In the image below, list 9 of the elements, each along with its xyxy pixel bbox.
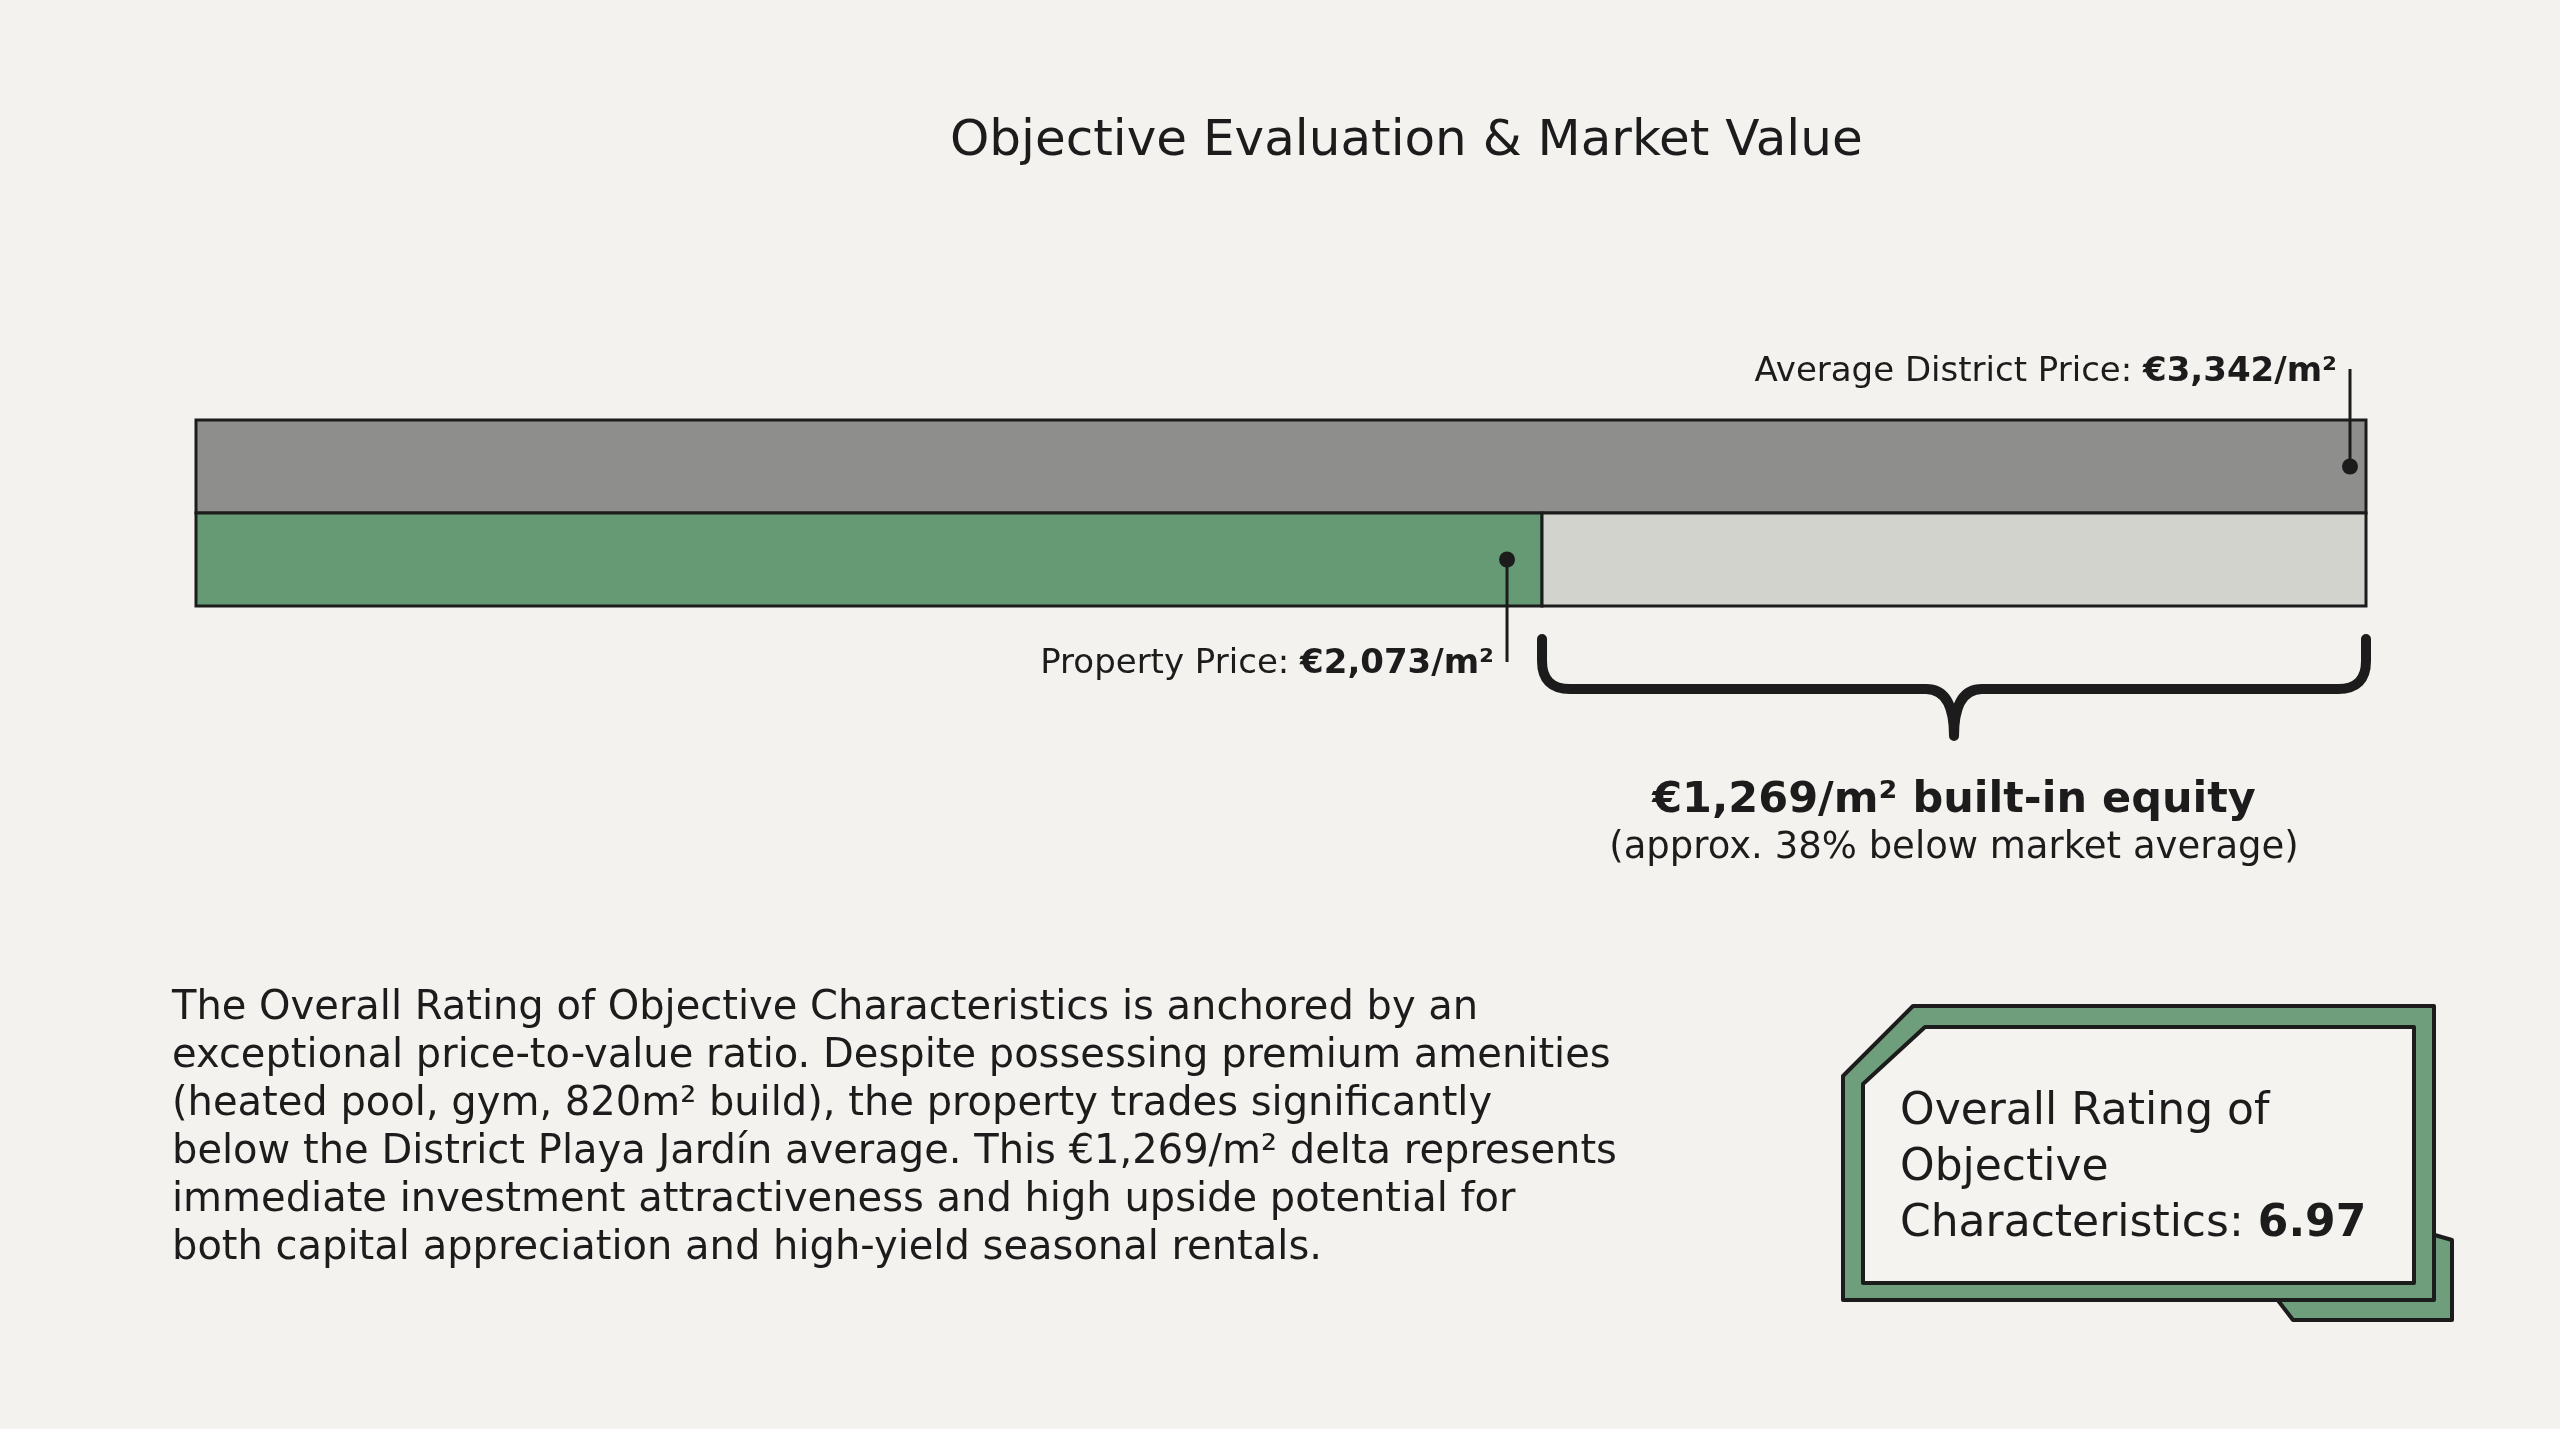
text: €1,269/m² built-in equity [1651,772,2256,822]
data-label: €2,073/m² [1299,641,1495,681]
text: (approx. 38% below market average) [1609,824,2299,867]
series-label: Property Price: [1040,641,1290,681]
data-label: €3,342/m² [2142,349,2337,389]
series-label: Average District Price: [1754,349,2133,389]
text: The Overall Rating of Objective Characteristics is anchored by an exceptional price-to-value ratio. Despite possessing premium amenities (heated pool, gym, 820m² build), the property trades significantly below the District Playa Jardín average. This €1,269/m² delta represents immediate investment attractiveness and high upside potential for both capital appreciation and high-yield seasonal rentals. [172,981,1617,1269]
text: Overall Rating of Objective Characteristics: 6.97 [1900,1083,2367,1246]
chart-title: Objective Evaluation & Market Value [950,108,1863,168]
